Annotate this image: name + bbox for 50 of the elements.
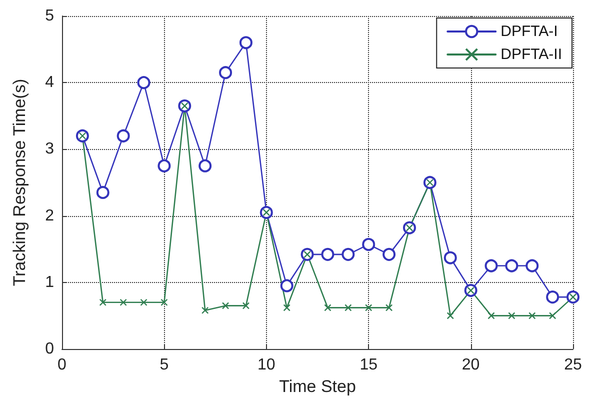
point [137,76,150,90]
point [508,312,516,320]
point [382,248,396,261]
x-tick-label: 20 [462,356,480,374]
point [484,259,498,272]
point [201,306,209,314]
point [548,312,556,320]
y-tick-label: 5 [45,8,54,24]
x-tick-label: 5 [160,356,169,374]
x-tick-label: 10 [258,356,276,374]
point [160,298,168,306]
y-tick-label: 0 [45,340,54,358]
point [116,129,130,142]
y-tick-label: 2 [45,207,54,224]
x-tick-label: 25 [564,356,582,374]
point [198,159,212,172]
point [283,304,290,312]
point [526,259,539,272]
point [344,304,352,312]
y-tick-label: 4 [45,74,54,92]
x-tick-label: 0 [58,356,67,374]
y-tick-label: 1 [45,274,54,291]
point [528,312,536,320]
point [342,248,355,261]
point [239,36,252,50]
point [96,186,110,199]
legend-label: DPFTA-I [500,23,558,40]
legend-label: DPFTA-II [500,46,562,63]
point [365,304,372,312]
point [120,298,127,306]
point [444,251,457,264]
point [219,66,232,80]
point [158,159,171,172]
x-tick-label: 15 [360,356,378,374]
point [222,302,230,310]
x-axis-title: Time Step [279,376,356,396]
point [140,298,148,306]
point [362,238,376,251]
point [446,312,454,320]
point [321,248,334,261]
point [385,304,393,312]
point [488,312,495,320]
point [546,290,560,304]
y-tick-label: 3 [45,140,54,158]
point [280,279,294,292]
point [324,304,332,312]
y-axis-title: Tracking Response Time(s) [10,78,29,286]
point [99,298,106,306]
point [505,259,518,272]
point [242,302,250,310]
